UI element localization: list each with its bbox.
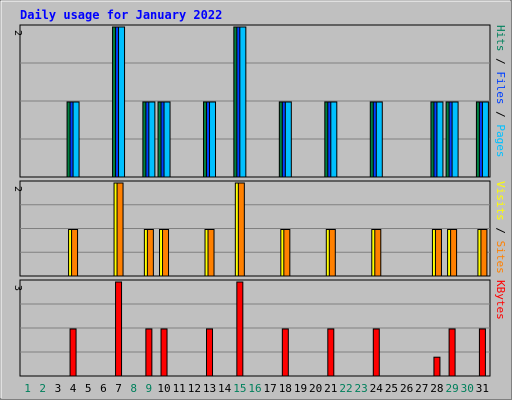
bar-kbytes-day-21 xyxy=(327,328,335,377)
bar-pages-day-21 xyxy=(330,101,338,178)
bar-kbytes-day-28 xyxy=(433,356,441,377)
x-tick-label-day-1: 1 xyxy=(24,382,31,395)
bar-pages-day-24 xyxy=(375,101,383,178)
legend-separator: / xyxy=(494,105,507,125)
bar-sites-day-18 xyxy=(283,229,291,277)
x-axis-day-labels: 1 2 3 4 5 6 7 8 9 10 11 12 13 14 15 16 17 18 19 20 21 22 23 24 2… xyxy=(24,382,489,395)
x-tick-label-day-22: 22 xyxy=(339,382,352,395)
x-tick-label-day-4: 4 xyxy=(70,382,77,395)
x-tick-label-day-27: 27 xyxy=(415,382,428,395)
x-tick-label-day-15: 15 xyxy=(233,382,246,395)
x-tick-label-day-6: 6 xyxy=(100,382,107,395)
bar-pages-day-10 xyxy=(163,101,171,178)
bar-sites-day-24 xyxy=(374,229,382,277)
bar-sites-day-21 xyxy=(328,229,336,277)
panel-legend: Visits / Sites xyxy=(494,181,507,274)
x-tick-label-day-7: 7 xyxy=(115,382,122,395)
bar-pages-day-29 xyxy=(451,101,459,178)
x-tick-label-day-24: 24 xyxy=(370,382,384,395)
bar-sites-day-13 xyxy=(207,229,215,277)
x-tick-label-day-26: 26 xyxy=(400,382,413,395)
chart-title: Daily usage for January 2022 xyxy=(20,8,222,22)
x-tick-label-day-9: 9 xyxy=(146,382,153,395)
panel-visits-sites: 2 Visits / Sites xyxy=(12,180,507,277)
legend-pages: Pages xyxy=(494,124,507,157)
legend-sites: Sites xyxy=(494,241,507,274)
legend-separator: / xyxy=(494,52,507,72)
x-tick-label-day-29: 29 xyxy=(445,382,458,395)
x-tick-label-day-21: 21 xyxy=(324,382,337,395)
panel-hits-files-pages: 2 Hits / Files / Pages xyxy=(12,24,507,178)
x-tick-label-day-8: 8 xyxy=(130,382,137,395)
x-tick-label-day-13: 13 xyxy=(203,382,216,395)
bar-kbytes-day-13 xyxy=(206,328,214,377)
bar-kbytes-day-7 xyxy=(115,281,123,377)
bar-pages-day-13 xyxy=(209,101,217,178)
x-tick-label-day-20: 20 xyxy=(309,382,322,395)
x-tick-label-day-19: 19 xyxy=(294,382,307,395)
bar-kbytes-day-4 xyxy=(69,328,77,377)
bar-kbytes-day-10 xyxy=(160,328,168,377)
x-tick-label-day-2: 2 xyxy=(39,382,46,395)
x-tick-label-day-16: 16 xyxy=(248,382,261,395)
bar-pages-day-4 xyxy=(72,101,80,178)
legend-visits: Visits xyxy=(494,181,507,221)
bar-kbytes-day-29 xyxy=(448,328,456,377)
x-tick-label-day-12: 12 xyxy=(188,382,201,395)
legend-separator: / xyxy=(494,221,507,241)
bar-pages-day-9 xyxy=(148,101,156,178)
y-axis-max-label: 2 xyxy=(12,186,23,192)
y-axis-max-label: 2 xyxy=(12,30,23,36)
bar-kbytes-day-24 xyxy=(372,328,380,377)
bar-sites-day-29 xyxy=(450,229,458,277)
bar-sites-day-4 xyxy=(71,229,79,277)
bar-sites-day-28 xyxy=(434,229,442,277)
x-tick-label-day-17: 17 xyxy=(264,382,277,395)
y-axis-max-label: 3 xyxy=(12,285,23,291)
panel-legend: KBytes xyxy=(494,280,507,320)
bar-pages-day-31 xyxy=(481,101,489,178)
bar-pages-day-15 xyxy=(239,26,247,178)
x-tick-label-day-3: 3 xyxy=(55,382,62,395)
bar-sites-day-31 xyxy=(480,229,488,277)
x-tick-label-day-31: 31 xyxy=(476,382,489,395)
panel-kbytes: 3 KBytes xyxy=(12,279,507,377)
x-tick-label-day-28: 28 xyxy=(430,382,443,395)
chart-panels: 2 Hits / Files / Pages 2 Visits / Sites 3 KBy… xyxy=(12,24,507,377)
x-tick-label-day-11: 11 xyxy=(173,382,186,395)
bar-kbytes-day-31 xyxy=(478,328,486,377)
x-tick-label-day-30: 30 xyxy=(461,382,474,395)
bar-pages-day-18 xyxy=(284,101,292,178)
x-tick-label-day-5: 5 xyxy=(85,382,92,395)
x-tick-label-day-14: 14 xyxy=(218,382,232,395)
legend-kbytes: KBytes xyxy=(494,280,507,320)
bar-kbytes-day-9 xyxy=(145,328,153,377)
bar-kbytes-day-15 xyxy=(236,281,244,377)
bar-sites-day-15 xyxy=(237,182,245,277)
legend-files: Files xyxy=(494,71,507,104)
x-tick-label-day-18: 18 xyxy=(279,382,292,395)
x-tick-label-day-10: 10 xyxy=(157,382,170,395)
bar-kbytes-day-18 xyxy=(281,328,289,377)
bar-pages-day-7 xyxy=(118,26,126,178)
x-tick-label-day-23: 23 xyxy=(355,382,368,395)
bar-sites-day-10 xyxy=(162,229,170,277)
legend-hits: Hits xyxy=(494,25,507,52)
bar-sites-day-7 xyxy=(116,182,124,277)
x-tick-label-day-25: 25 xyxy=(385,382,398,395)
panel-legend: Hits / Files / Pages xyxy=(494,25,507,158)
bar-pages-day-28 xyxy=(436,101,444,178)
bar-sites-day-9 xyxy=(146,229,154,277)
